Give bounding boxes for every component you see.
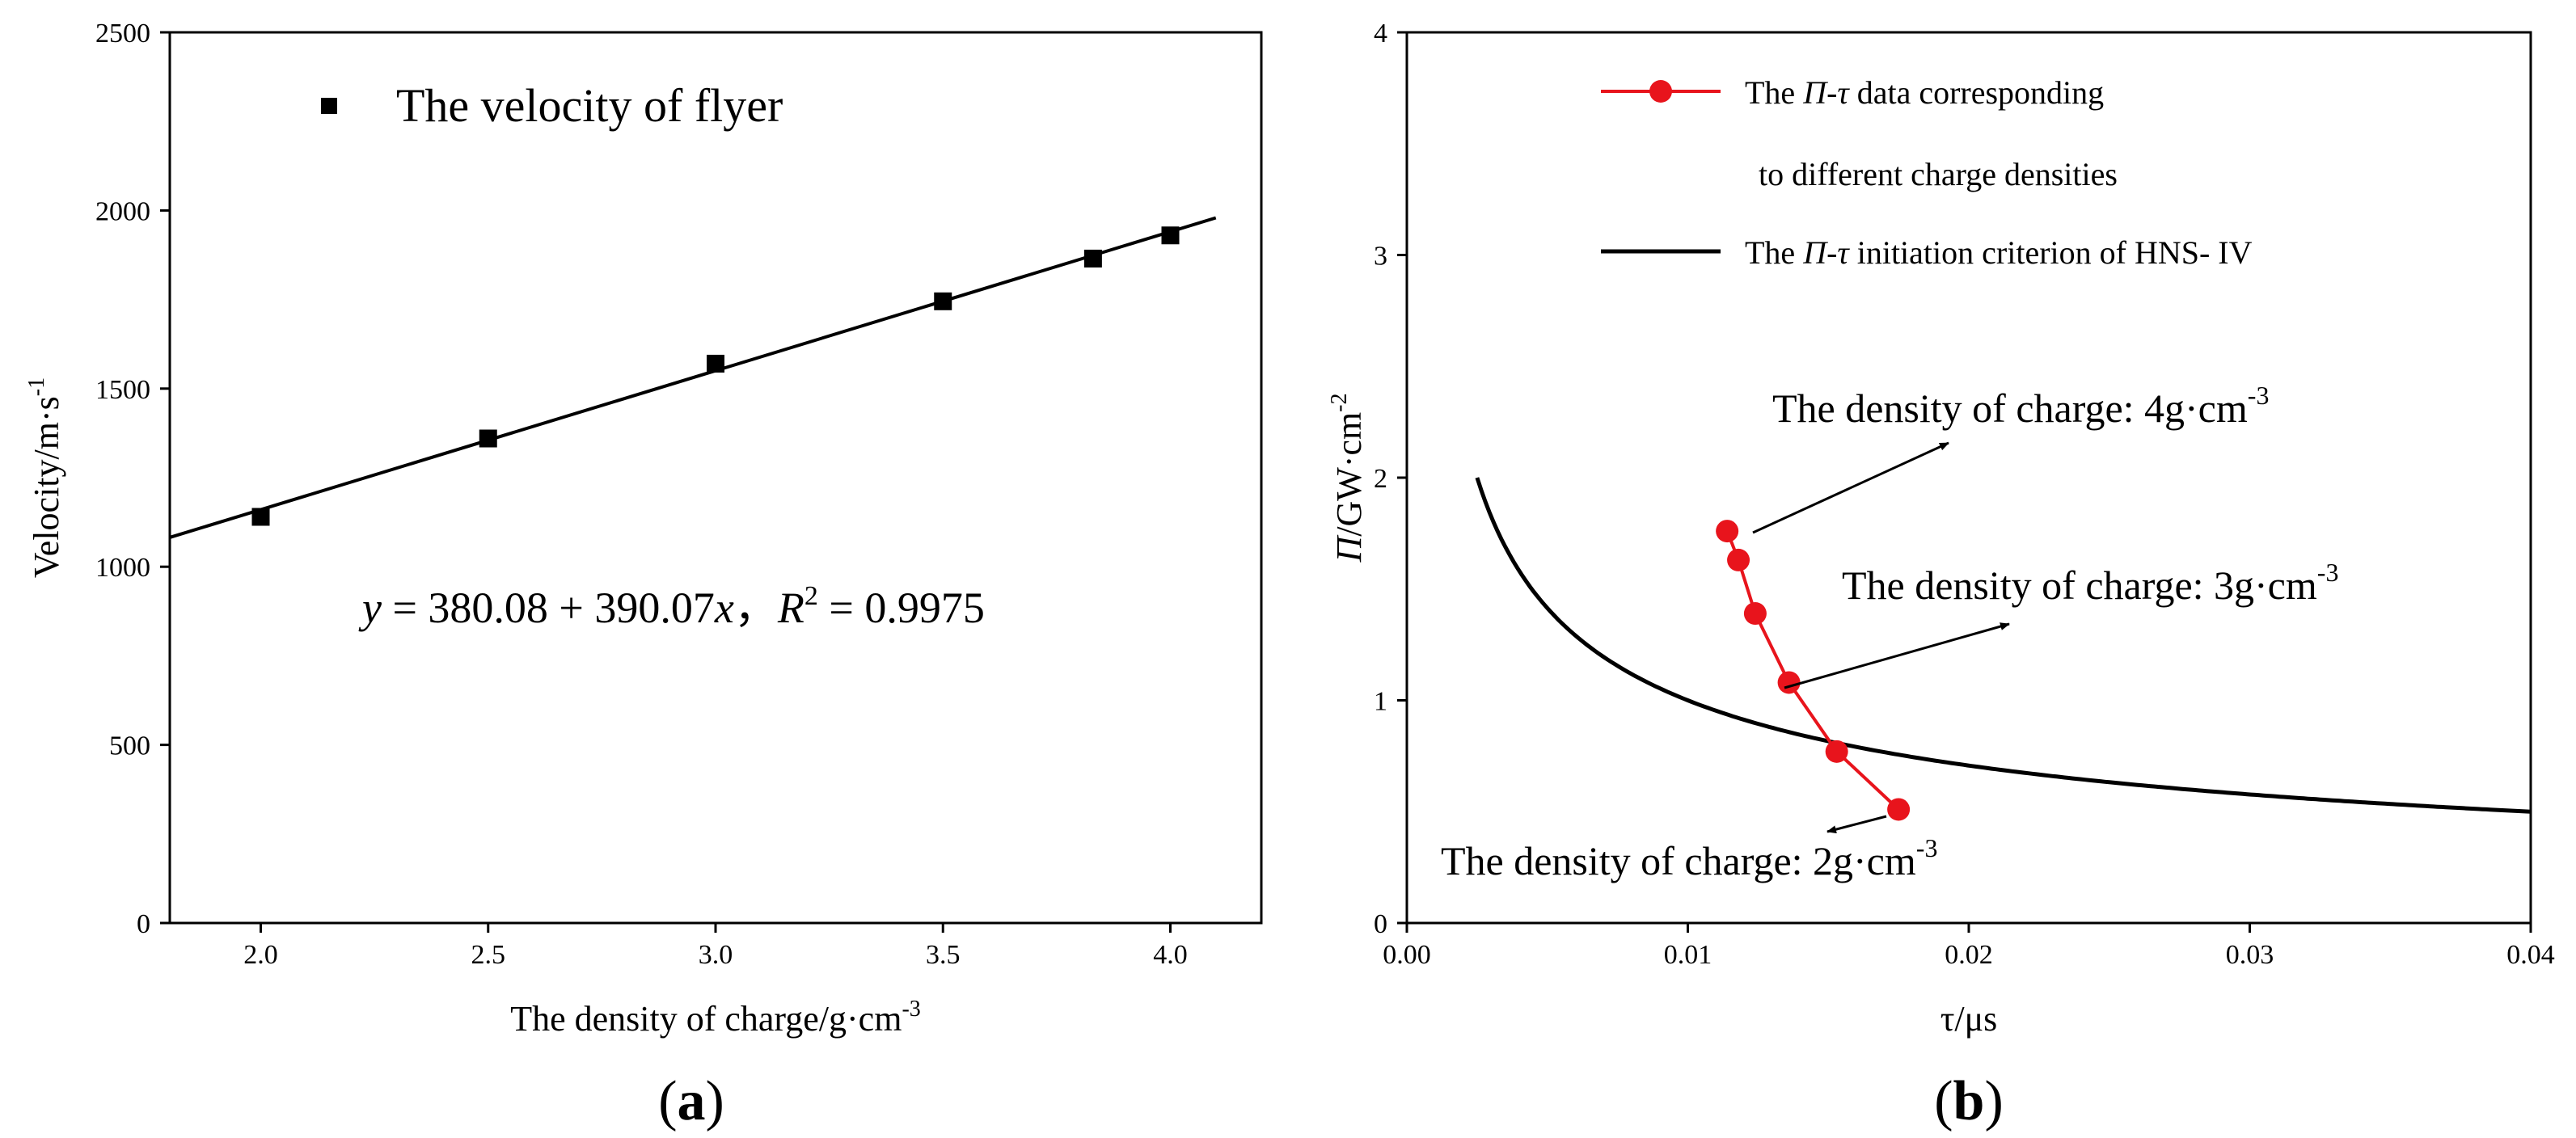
arrow-density-4 bbox=[1752, 441, 1949, 534]
chart-a-y-tick-label: 2500 bbox=[95, 19, 150, 48]
data-point bbox=[1825, 740, 1848, 763]
chart-b-x-ticks: 0.00 0.01 0.02 0.03 0.04 bbox=[1383, 923, 2555, 970]
data-point bbox=[934, 292, 952, 310]
data-point bbox=[1777, 671, 1801, 694]
chart-b-criterion-curve-group bbox=[1475, 477, 2532, 814]
chart-b-x-tick-label: 0.01 bbox=[1664, 940, 1712, 970]
chart-a-y-label: Velocity/m·s-1 bbox=[24, 377, 66, 578]
chart-b-y-tick-label: 4 bbox=[1374, 19, 1387, 48]
arrow-density-2 bbox=[1826, 815, 1887, 834]
chart-b-x-tick-label: 0.03 bbox=[2226, 940, 2274, 970]
chart-a-y-tick-label: 1000 bbox=[95, 553, 150, 583]
chart-a-x-ticks: 2.0 2.5 3.0 3.5 4.0 bbox=[243, 923, 1188, 970]
chart-a-frame bbox=[168, 31, 1263, 925]
chart-a-x-tick-label: 3.0 bbox=[699, 940, 733, 970]
data-point bbox=[1716, 520, 1739, 543]
data-point bbox=[1161, 226, 1180, 245]
chart-b: 0.00 0.01 0.02 0.03 0.04 0 1 2 3 4 The Π-τ data … bbox=[1327, 19, 2555, 1132]
chart-a-legend-marker bbox=[321, 98, 337, 114]
chart-a-x-tick-label: 3.5 bbox=[926, 940, 961, 970]
fit-line bbox=[169, 216, 1217, 539]
chart-b-y-tick-label: 3 bbox=[1374, 242, 1387, 272]
data-point bbox=[251, 508, 270, 526]
chart-b-legend-entry-1: The Π-τ data corresponding bbox=[1745, 74, 2104, 111]
chart-b-y-tick-label: 1 bbox=[1374, 687, 1387, 717]
chart-b-legend-marker-red bbox=[1649, 80, 1672, 103]
chart-b-x-label: τ/μs bbox=[1940, 999, 1998, 1039]
data-point bbox=[1743, 602, 1767, 626]
chart-a-fit-line bbox=[169, 216, 1217, 539]
chart-a-y-tick-label: 1500 bbox=[95, 375, 150, 405]
chart-a-points bbox=[251, 226, 1180, 526]
chart-b-legend-entry-1-line2: to different charge densities bbox=[1759, 156, 2118, 192]
chart-b-legend-entry-2: The Π-τ initiation criterion of HNS- IV bbox=[1745, 234, 2253, 271]
chart-b-x-tick-label: 0.02 bbox=[1945, 940, 1993, 970]
data-point bbox=[1887, 798, 1911, 821]
data-point bbox=[1083, 249, 1102, 268]
data-point bbox=[479, 429, 497, 448]
chart-b-y-label: Π/GW·cm-2 bbox=[1327, 393, 1369, 563]
chart-a: 2.0 2.5 3.0 3.5 4.0 0 500 1000 1500 2000 2500 The… bbox=[24, 19, 1263, 1132]
annotation-density-2: The density of charge: 2g·cm-3 bbox=[1441, 833, 1937, 883]
chart-a-equation: y = 380.08 + 390.07x，R2 = 0.9975 bbox=[358, 581, 985, 632]
chart-b-x-tick-label: 0.04 bbox=[2506, 940, 2555, 970]
annotation-density-4: The density of charge: 4g·cm-3 bbox=[1772, 381, 2269, 431]
criterion-curve bbox=[1475, 477, 2532, 814]
data-point bbox=[1727, 548, 1750, 571]
chart-a-y-tick-label: 2000 bbox=[95, 196, 150, 226]
data-point bbox=[707, 354, 724, 373]
chart-a-legend-label: The velocity of flyer bbox=[396, 79, 783, 132]
chart-a-x-tick-label: 2.0 bbox=[243, 940, 278, 970]
arrow-density-3 bbox=[1784, 622, 2010, 689]
chart-b-y-ticks: 0 1 2 3 4 bbox=[1374, 19, 1407, 939]
chart-a-x-label: The density of charge/g·cm-3 bbox=[510, 997, 921, 1039]
chart-a-x-tick-label: 2.5 bbox=[471, 940, 506, 970]
chart-b-data-series bbox=[1716, 520, 1911, 821]
chart-a-x-tick-label: 4.0 bbox=[1153, 940, 1188, 970]
chart-a-y-tick-label: 0 bbox=[137, 909, 150, 939]
chart-b-y-tick-label: 0 bbox=[1374, 909, 1387, 939]
chart-a-y-ticks: 0 500 1000 1500 2000 2500 bbox=[95, 19, 170, 939]
panel-label-a: (a) bbox=[658, 1070, 724, 1132]
annotation-density-3: The density of charge: 3g·cm-3 bbox=[1842, 558, 2338, 608]
panel-label-b: (b) bbox=[1934, 1070, 2004, 1132]
chart-b-x-tick-label: 0.00 bbox=[1383, 940, 1431, 970]
chart-a-y-tick-label: 500 bbox=[109, 731, 150, 761]
chart-b-y-tick-label: 2 bbox=[1374, 464, 1387, 494]
